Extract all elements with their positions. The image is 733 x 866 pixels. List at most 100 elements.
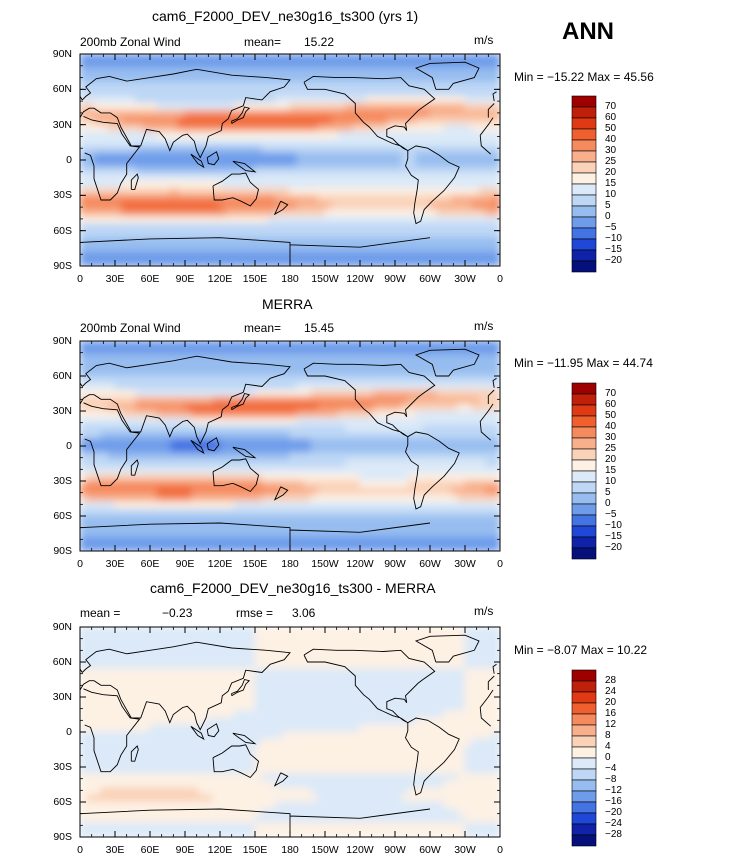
lon-tick-label: 180 bbox=[281, 273, 299, 285]
colorbar-level-label: 60 bbox=[605, 399, 617, 410]
coastline-3 bbox=[80, 634, 497, 837]
panel3-rmse-value: 3.06 bbox=[292, 606, 316, 620]
panel1-units: m/s bbox=[474, 33, 494, 47]
colorbar-level-label: 30 bbox=[605, 432, 617, 443]
season-label: ANN bbox=[562, 18, 614, 45]
panel2-title: MERRA bbox=[262, 296, 313, 312]
lat-tick-label: 30N bbox=[52, 691, 72, 703]
lon-tick-label: 0 bbox=[497, 844, 503, 856]
colorbar-level-label: 30 bbox=[605, 145, 617, 156]
colorbar-level-label: −10 bbox=[605, 520, 622, 531]
lat-tick-label: 30S bbox=[53, 761, 72, 773]
lat-tick-label: 60N bbox=[52, 656, 72, 668]
lon-tick-label: 150E bbox=[242, 273, 268, 285]
map-panel-1 bbox=[80, 54, 500, 266]
panel3-units: m/s bbox=[474, 604, 494, 618]
colorbar-1 bbox=[571, 95, 597, 273]
colorbar-level-label: −4 bbox=[605, 763, 617, 774]
lon-tick-label: 0 bbox=[497, 273, 503, 285]
panel1-mean-label: mean= bbox=[244, 35, 282, 49]
colorbar-level-label: 25 bbox=[605, 156, 617, 167]
lon-tick-label: 30W bbox=[454, 273, 476, 285]
lat-tick-label: 60S bbox=[53, 510, 72, 522]
colorbar-level-label: 70 bbox=[605, 101, 617, 112]
lat-tick-label: 0 bbox=[66, 440, 72, 452]
lon-tick-label: 90W bbox=[384, 844, 406, 856]
colorbar-level-label: 50 bbox=[605, 123, 617, 134]
colorbar-level-label: 24 bbox=[605, 686, 617, 697]
panel3-title: cam6_F2000_DEV_ne30g16_ts300 - MERRA bbox=[150, 580, 436, 596]
colorbar-level-label: 4 bbox=[605, 741, 611, 752]
colorbar-3 bbox=[571, 669, 597, 847]
colorbar-2 bbox=[571, 382, 597, 560]
lon-tick-label: 0 bbox=[77, 558, 83, 570]
colorbar-level-label: 0 bbox=[605, 752, 611, 763]
lon-tick-label: 120E bbox=[207, 273, 233, 285]
panel3-rmse-label: rmse = bbox=[236, 606, 274, 620]
panel2-variable-label: 200mb Zonal Wind bbox=[80, 321, 181, 335]
coastline-2 bbox=[80, 348, 497, 551]
lat-tick-label: 60N bbox=[52, 370, 72, 382]
colorbar-level-label: 0 bbox=[605, 498, 611, 509]
colorbar-level-label: −16 bbox=[605, 796, 622, 807]
lon-tick-label: 150E bbox=[242, 844, 268, 856]
lon-tick-label: 0 bbox=[77, 273, 83, 285]
colorbar-level-label: 20 bbox=[605, 454, 617, 465]
lon-tick-label: 90W bbox=[384, 558, 406, 570]
colorbar-level-label: 0 bbox=[605, 211, 611, 222]
lon-tick-label: 180 bbox=[281, 558, 299, 570]
lat-tick-label: 30N bbox=[52, 405, 72, 417]
lon-tick-label: 30W bbox=[454, 844, 476, 856]
lat-tick-label: 60S bbox=[53, 224, 72, 237]
panel2-minmax: Min = −11.95 Max = 44.74 bbox=[514, 356, 653, 370]
lat-tick-label: 60N bbox=[52, 83, 72, 96]
panel3-mean-value: −0.23 bbox=[162, 606, 193, 620]
wind-field-3 bbox=[80, 627, 500, 837]
lon-tick-label: 60E bbox=[140, 844, 160, 856]
colorbar-level-label: 60 bbox=[605, 112, 617, 123]
lon-tick-label: 90E bbox=[175, 844, 195, 856]
panel1-title: cam6_F2000_DEV_ne30g16_ts300 (yrs 1) bbox=[152, 8, 419, 24]
colorbar-level-label: 5 bbox=[605, 200, 611, 211]
colorbar-level-label: −20 bbox=[605, 542, 622, 553]
colorbar-level-label: 10 bbox=[605, 189, 617, 200]
panel2-units: m/s bbox=[474, 319, 494, 333]
lon-tick-label: 60E bbox=[140, 558, 160, 570]
lon-tick-label: 30E bbox=[105, 273, 125, 285]
colorbar-level-label: 12 bbox=[605, 719, 617, 730]
lon-tick-label: 90E bbox=[175, 273, 195, 285]
lon-tick-label: 0 bbox=[77, 844, 83, 856]
lon-tick-label: 150W bbox=[311, 558, 339, 570]
wind-field-2 bbox=[80, 341, 500, 551]
colorbar-level-label: −20 bbox=[605, 807, 622, 818]
lat-tick-label: 0 bbox=[66, 154, 72, 166]
lon-tick-label: 60W bbox=[419, 558, 441, 570]
lat-tick-label: 0 bbox=[66, 726, 72, 738]
lon-tick-label: 60W bbox=[419, 273, 441, 285]
panel1-minmax: Min = −15.22 Max = 45.56 bbox=[514, 70, 654, 84]
colorbar-level-label: −28 bbox=[605, 829, 622, 840]
colorbar-level-label: −5 bbox=[605, 222, 617, 233]
colorbar-level-label: 40 bbox=[605, 421, 617, 432]
panel3-mean-label: mean = bbox=[80, 606, 121, 620]
lon-tick-label: 30E bbox=[105, 558, 125, 570]
lon-tick-label: 60W bbox=[419, 844, 441, 856]
lon-tick-label: 120E bbox=[207, 558, 233, 570]
colorbar-level-label: −24 bbox=[605, 818, 622, 829]
colorbar-level-label: 70 bbox=[605, 388, 617, 399]
colorbar-level-label: 16 bbox=[605, 708, 617, 719]
lat-tick-label: 30S bbox=[53, 475, 72, 487]
colorbar-level-label: −15 bbox=[605, 244, 622, 255]
colorbar-level-label: 10 bbox=[605, 476, 617, 487]
colorbar-level-label: 20 bbox=[605, 697, 617, 708]
lon-tick-label: 150E bbox=[242, 558, 268, 570]
lat-tick-label: 90N bbox=[52, 48, 72, 60]
wind-field-1 bbox=[80, 54, 500, 266]
lon-tick-label: 60E bbox=[140, 273, 160, 285]
colorbar-level-label: 28 bbox=[605, 675, 617, 686]
colorbar-level-label: 40 bbox=[605, 134, 617, 145]
colorbar-level-label: −20 bbox=[605, 255, 622, 266]
lon-tick-label: 120W bbox=[346, 558, 374, 570]
lat-tick-label: 90N bbox=[52, 335, 72, 347]
